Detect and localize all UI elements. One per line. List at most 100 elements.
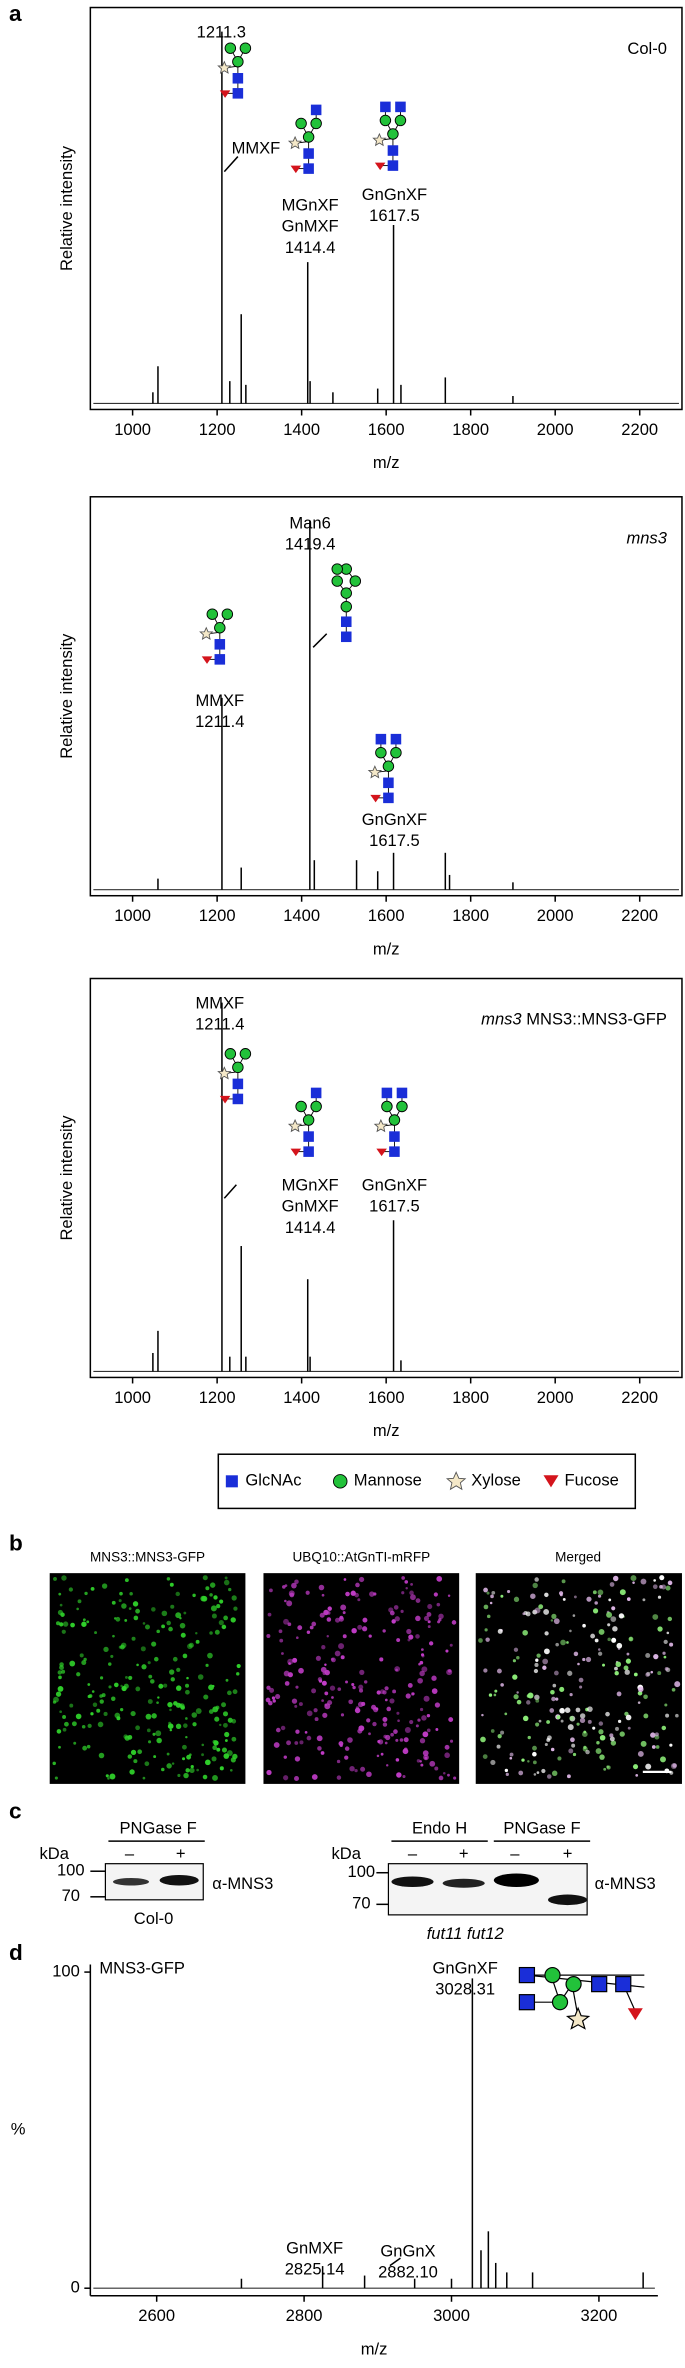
cell-signal	[429, 1760, 436, 1767]
x-tick-label: 2000	[537, 1388, 574, 1407]
cell-signal	[340, 1604, 347, 1611]
x-axis-label: m/z	[361, 2339, 388, 2358]
mannose	[331, 575, 343, 587]
cell-signal	[157, 1696, 160, 1699]
cell-signal	[371, 1704, 377, 1710]
fucose	[374, 162, 386, 171]
cell-signal	[483, 1587, 488, 1593]
cell-signal	[449, 1643, 453, 1647]
cell-signal	[232, 1689, 238, 1695]
marker: 70	[62, 1886, 80, 1905]
cell-signal	[427, 1625, 431, 1629]
cell-signal	[212, 1745, 217, 1751]
cell-signal	[400, 1609, 404, 1613]
fucose	[219, 90, 231, 98]
cell-signal	[669, 1743, 673, 1747]
x-tick-label: 2800	[286, 2306, 323, 2325]
cell-signal	[219, 1766, 224, 1771]
cell-signal	[59, 1603, 63, 1607]
cell-signal	[233, 1606, 238, 1611]
cell-signal	[360, 1766, 366, 1772]
cell-signal	[338, 1643, 345, 1650]
cell-signal	[675, 1713, 679, 1718]
western-blot-right: Endo H PNGase F kDa – + – + 100 70 α-MNS…	[332, 1818, 656, 1942]
cell-signal	[544, 1592, 549, 1598]
cell-signal	[527, 1735, 531, 1740]
cell-signal	[286, 1600, 293, 1607]
cell-signal	[86, 1620, 90, 1624]
cell-signal	[230, 1757, 236, 1763]
cell-signal	[657, 1671, 662, 1676]
cell-signal	[409, 1719, 414, 1725]
glcnac	[340, 631, 352, 643]
cell-signal	[130, 1710, 136, 1717]
cell-signal	[552, 1683, 557, 1688]
cell-signal	[170, 1677, 175, 1682]
cell-signal	[423, 1695, 430, 1702]
x-tick-label: 1200	[199, 1388, 236, 1407]
cell-signal	[311, 1774, 318, 1780]
cell-signal	[196, 1768, 199, 1772]
cell-signal	[212, 1774, 218, 1781]
cell-signal	[171, 1762, 175, 1765]
cell-signal	[665, 1713, 670, 1718]
cell-signal	[129, 1769, 135, 1775]
mannose	[340, 600, 352, 613]
cell-signal	[384, 1698, 388, 1702]
cell-signal	[128, 1675, 133, 1681]
cell-signal	[618, 1613, 625, 1619]
glcnac	[380, 101, 391, 113]
cell-signal	[652, 1614, 659, 1620]
cell-signal	[127, 1754, 133, 1759]
cell-signal	[98, 1752, 105, 1759]
cell-signal	[219, 1723, 222, 1727]
cell-signal	[124, 1735, 130, 1741]
cell-signal	[637, 1751, 644, 1757]
cell-signal	[111, 1696, 116, 1701]
cell-signal	[376, 1754, 380, 1758]
cell-signal	[602, 1663, 605, 1667]
cell-signal	[152, 1732, 156, 1736]
cell-signal	[585, 1656, 592, 1663]
cell-signal	[173, 1701, 178, 1706]
peak-annotation: Man6	[289, 513, 330, 532]
cell-signal	[415, 1598, 421, 1603]
cell-signal	[99, 1676, 104, 1680]
cell-signal	[595, 1748, 602, 1754]
peak-annotation: MGnXF	[282, 196, 339, 215]
cell-signal	[103, 1646, 109, 1653]
cell-signal	[422, 1731, 429, 1738]
cell-signal	[385, 1734, 391, 1741]
cell-signal	[167, 1701, 173, 1708]
cell-signal	[345, 1680, 348, 1684]
cell-signal	[357, 1728, 363, 1734]
cell-signal	[598, 1729, 604, 1735]
cell-signal	[431, 1688, 438, 1694]
mannose	[390, 746, 402, 759]
cell-signal	[451, 1620, 457, 1625]
cell-signal	[168, 1721, 172, 1725]
cell-signal	[142, 1776, 146, 1780]
cell-signal	[197, 1674, 204, 1680]
cell-signal	[68, 1587, 74, 1592]
cell-signal	[224, 1731, 230, 1738]
cell-signal	[207, 1652, 213, 1659]
micrograph	[263, 1573, 460, 1784]
cell-signal	[579, 1685, 583, 1689]
cell-signal	[599, 1734, 606, 1741]
cell-signal	[316, 1735, 323, 1742]
x-tick-label: 1200	[199, 420, 236, 439]
peak-annotation: GnMXF	[282, 1197, 339, 1216]
cell-signal	[201, 1595, 208, 1602]
cell-signal	[567, 1724, 574, 1731]
cell-signal	[269, 1687, 275, 1693]
cell-signal	[513, 1647, 519, 1652]
glycan	[372, 101, 407, 171]
cell-signal	[598, 1648, 601, 1651]
cell-signal	[415, 1634, 420, 1639]
cell-signal	[73, 1741, 77, 1745]
cell-signal	[329, 1685, 336, 1691]
cell-signal	[81, 1660, 87, 1666]
cell-signal	[653, 1579, 656, 1582]
lane: +	[563, 1844, 573, 1863]
